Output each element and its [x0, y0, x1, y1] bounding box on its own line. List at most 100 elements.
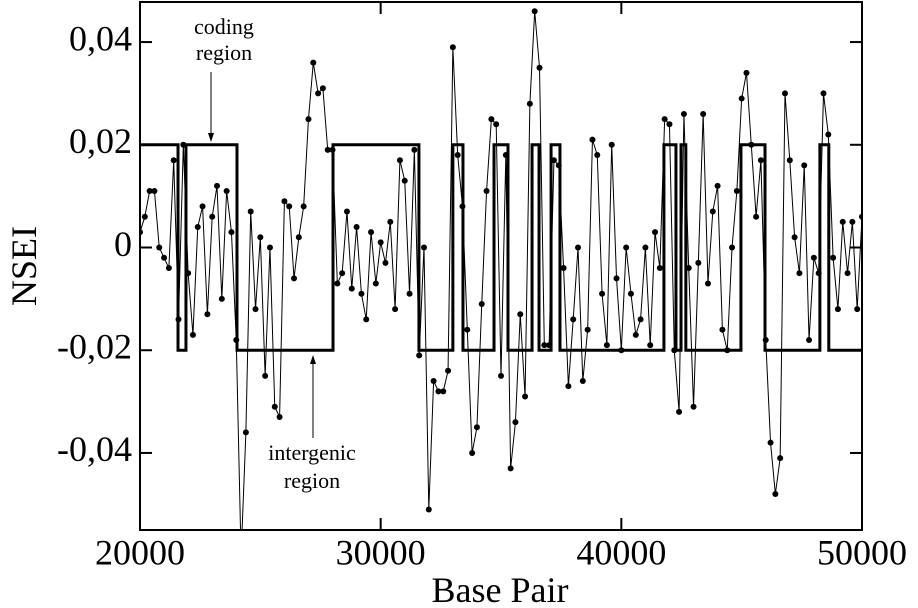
point [319, 85, 326, 92]
point [242, 429, 249, 436]
point [810, 254, 817, 261]
point [445, 367, 452, 374]
step-line [140, 143, 862, 352]
annotation: intergenic [268, 440, 356, 465]
y-tick-label: 0,04 [69, 18, 132, 58]
point [709, 208, 716, 215]
point [647, 342, 654, 349]
point [281, 198, 288, 205]
point [690, 403, 697, 410]
point [170, 157, 177, 164]
point [738, 95, 745, 102]
point [676, 408, 683, 415]
point [334, 280, 341, 287]
point [599, 290, 606, 297]
point [343, 208, 350, 215]
point [791, 234, 798, 241]
x-tick-label: 30000 [336, 532, 426, 572]
point [522, 393, 529, 400]
point [478, 301, 485, 308]
point [786, 157, 793, 164]
point [339, 270, 346, 277]
plot-area [140, 8, 862, 530]
annotation-arrowhead [208, 133, 214, 142]
point [565, 383, 572, 390]
point [435, 388, 442, 395]
plot-frame [139, 1, 863, 531]
point [594, 152, 601, 159]
x-tick-label: 40000 [576, 532, 666, 572]
x-tick-label: 20000 [95, 532, 185, 572]
point [517, 311, 524, 318]
point [729, 244, 736, 251]
point [204, 311, 211, 318]
point [430, 378, 437, 385]
point [603, 342, 610, 349]
point [165, 265, 172, 272]
point [830, 254, 837, 261]
point [156, 244, 163, 251]
point [416, 352, 423, 359]
point [781, 90, 788, 97]
point [767, 439, 774, 446]
point [469, 449, 476, 456]
point [493, 121, 500, 128]
y-tick-label: -0,04 [57, 429, 132, 469]
point [473, 424, 480, 431]
x-tick-label: 50000 [817, 532, 907, 572]
annotation: region [284, 468, 340, 493]
point [411, 146, 418, 153]
point [161, 254, 168, 261]
point [560, 265, 567, 272]
point [387, 218, 394, 225]
point [382, 259, 389, 266]
point [218, 295, 225, 302]
point [536, 64, 543, 71]
point [820, 90, 827, 97]
point [315, 90, 322, 97]
point [772, 491, 779, 498]
point [214, 182, 221, 189]
point [652, 229, 659, 236]
point [146, 188, 153, 195]
point [363, 316, 370, 323]
point [194, 223, 201, 230]
x-axis-label: Base Pair [432, 570, 569, 608]
point [753, 213, 760, 220]
point [733, 188, 740, 195]
point [392, 306, 399, 313]
point [257, 234, 264, 241]
point [262, 372, 269, 379]
point [305, 116, 312, 123]
y-tick-label: 0 [114, 224, 132, 264]
point [440, 388, 447, 395]
point [575, 244, 582, 251]
y-tick-label: 0,02 [69, 121, 132, 161]
point [252, 306, 259, 313]
point [286, 203, 293, 210]
point [189, 331, 196, 338]
point [454, 152, 461, 159]
point [526, 100, 533, 107]
point [570, 316, 577, 323]
point [228, 229, 235, 236]
point [642, 244, 649, 251]
point [512, 419, 519, 426]
point [372, 280, 379, 287]
point [498, 372, 504, 379]
point [637, 316, 644, 323]
point [579, 378, 586, 385]
point [541, 342, 548, 349]
point [777, 455, 784, 462]
point [276, 414, 283, 421]
point [632, 331, 639, 338]
point [209, 213, 216, 220]
point [291, 275, 298, 282]
annotation: coding [194, 14, 254, 39]
point [401, 177, 408, 184]
point [825, 131, 832, 138]
point [295, 234, 302, 241]
point [300, 203, 307, 210]
point [199, 203, 206, 210]
